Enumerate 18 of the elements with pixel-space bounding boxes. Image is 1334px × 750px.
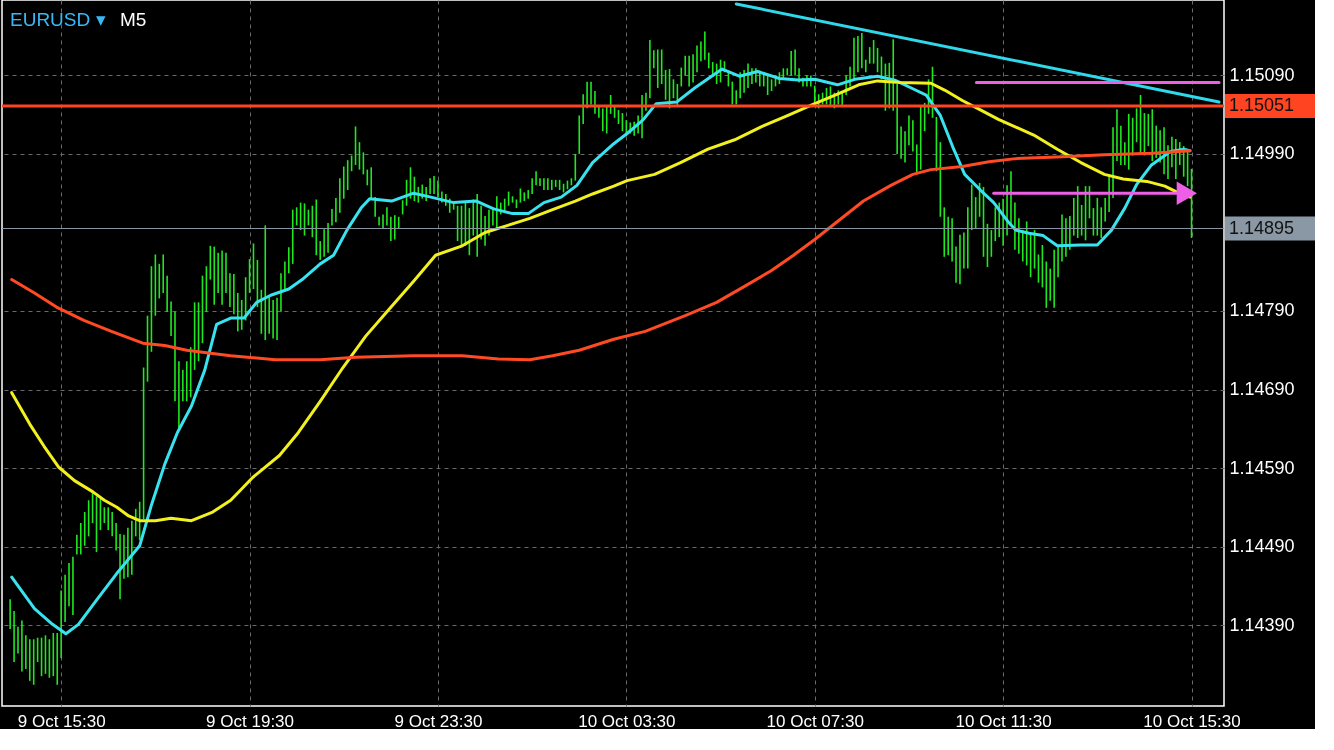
y-tick-label: 1.14390 <box>1229 614 1295 635</box>
x-tick-label: 9 Oct 15:30 <box>17 711 106 731</box>
x-tick-label: 9 Oct 19:30 <box>206 711 294 731</box>
y-tick-label: 1.14590 <box>1229 457 1295 478</box>
y-tick-label: 1.14790 <box>1229 300 1295 321</box>
ref-line-label: 1.14895 <box>1229 217 1295 238</box>
text: M5 <box>120 9 147 30</box>
x-tick-label: 10 Oct 07:30 <box>766 711 864 731</box>
y-tick-label: 1.15090 <box>1229 64 1295 85</box>
y-tick-label: 1.14690 <box>1229 379 1295 400</box>
x-tick-label: 10 Oct 11:30 <box>955 711 1052 731</box>
ref-line-label: 1.15051 <box>1229 95 1295 116</box>
text: EURUSD ▾ <box>10 9 106 30</box>
x-tick-label: 10 Oct 03:30 <box>578 711 676 731</box>
y-tick-label: 1.14990 <box>1229 143 1295 164</box>
x-tick-label: 9 Oct 23:30 <box>394 711 483 731</box>
x-tick-label: 10 Oct 15:30 <box>1143 711 1241 731</box>
y-tick-label: 1.14490 <box>1229 536 1295 557</box>
